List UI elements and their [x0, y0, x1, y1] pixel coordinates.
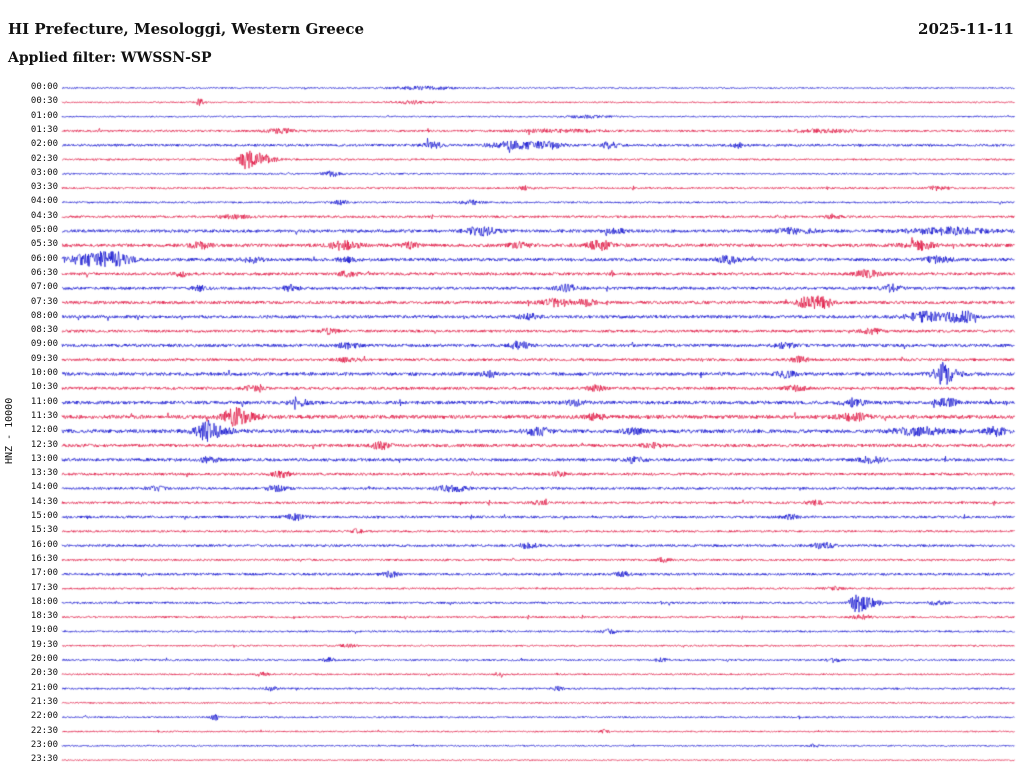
time-label: 20:00 — [30, 654, 58, 664]
time-label: 16:00 — [30, 539, 58, 550]
time-label: 19:30 — [30, 639, 58, 650]
time-label: 13:00 — [30, 453, 58, 464]
time-label: 09:00 — [30, 339, 58, 350]
time-label: 05:00 — [30, 225, 58, 235]
time-label: 09:30 — [30, 353, 58, 364]
time-label: 03:00 — [30, 167, 58, 178]
time-label: 17:30 — [30, 582, 58, 593]
time-label: 14:30 — [30, 496, 58, 507]
time-label: 06:30 — [30, 267, 58, 278]
time-label: 23:00 — [30, 739, 58, 750]
time-label: 01:00 — [30, 110, 58, 121]
time-label: 06:00 — [30, 253, 58, 264]
time-label: 00:00 — [30, 82, 58, 92]
time-label: 18:00 — [30, 596, 58, 607]
time-label: 15:30 — [30, 525, 58, 536]
time-label: 13:30 — [30, 468, 58, 479]
time-label: 04:00 — [30, 196, 58, 207]
time-label: 04:30 — [30, 210, 58, 221]
time-label: 08:00 — [30, 310, 58, 321]
time-label: 20:30 — [30, 668, 58, 679]
time-label: 19:00 — [30, 625, 58, 636]
time-label: 05:30 — [30, 239, 58, 250]
time-label: 10:00 — [30, 368, 58, 378]
time-label: 21:00 — [30, 682, 58, 693]
time-label: 11:30 — [30, 410, 58, 421]
time-label: 22:30 — [30, 725, 58, 736]
time-label: 15:00 — [30, 511, 58, 521]
time-label: 14:00 — [30, 482, 58, 493]
time-label: 23:30 — [30, 754, 58, 765]
time-label: 02:30 — [30, 153, 58, 164]
time-label: 02:00 — [30, 139, 58, 150]
time-label: 01:30 — [30, 124, 58, 135]
time-axis: 00:00 00:30 01:00 01:30 02:00 02:30 03:00 03:30… — [0, 0, 60, 780]
time-label: 17:00 — [30, 568, 58, 579]
time-label: 08:30 — [30, 325, 58, 336]
time-label: 12:30 — [30, 439, 58, 450]
time-label: 18:30 — [30, 611, 58, 622]
time-label: 21:30 — [30, 696, 58, 707]
time-label: 11:00 — [30, 396, 58, 407]
time-label: 16:30 — [30, 553, 58, 564]
time-label: 22:00 — [30, 711, 58, 722]
time-label: 00:30 — [30, 96, 58, 107]
time-label: 12:00 — [30, 425, 58, 436]
time-label: 10:30 — [30, 382, 58, 393]
time-label: 07:30 — [30, 296, 58, 307]
time-label: 07:00 — [30, 282, 58, 293]
time-label: 03:30 — [30, 182, 58, 193]
